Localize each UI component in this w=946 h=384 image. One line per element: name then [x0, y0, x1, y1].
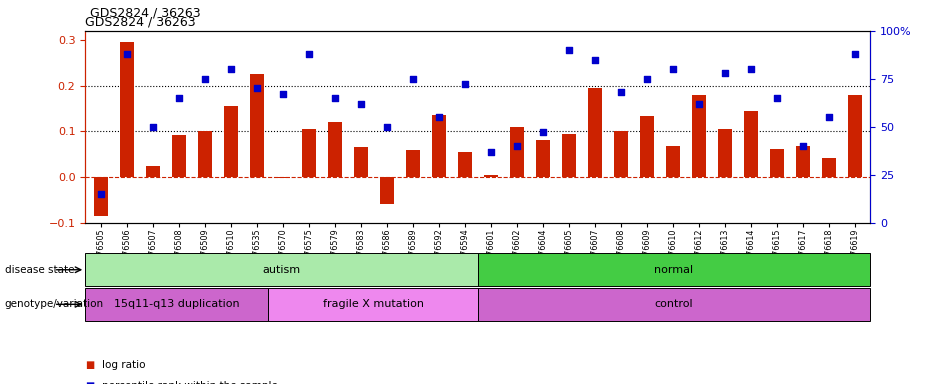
- Text: log ratio: log ratio: [102, 360, 146, 370]
- Point: [717, 70, 732, 76]
- Bar: [406, 150, 420, 177]
- Text: GDS2824 / 36263: GDS2824 / 36263: [90, 6, 201, 19]
- Point: [145, 124, 160, 130]
- Point: [249, 85, 264, 91]
- Bar: [223, 106, 237, 177]
- Bar: [744, 111, 758, 177]
- Text: autism: autism: [262, 265, 301, 275]
- Bar: [250, 74, 264, 177]
- Bar: [614, 131, 628, 177]
- Bar: [535, 139, 550, 177]
- Bar: [269, 288, 478, 321]
- Point: [223, 66, 238, 72]
- Text: disease state: disease state: [5, 265, 74, 275]
- Bar: [510, 127, 524, 177]
- Point: [821, 114, 836, 120]
- Bar: [483, 175, 498, 177]
- Point: [561, 47, 576, 53]
- Bar: [171, 135, 185, 177]
- Point: [535, 129, 551, 136]
- Bar: [666, 146, 680, 177]
- Bar: [821, 158, 836, 177]
- Bar: [796, 146, 810, 177]
- Point: [613, 89, 628, 95]
- Point: [353, 101, 368, 107]
- Bar: [848, 95, 862, 177]
- Bar: [431, 115, 446, 177]
- Point: [405, 76, 420, 82]
- Bar: [478, 288, 870, 321]
- Point: [639, 76, 655, 82]
- Bar: [119, 42, 134, 177]
- Bar: [379, 177, 394, 204]
- Text: normal: normal: [655, 265, 693, 275]
- Bar: [458, 152, 472, 177]
- Bar: [327, 122, 342, 177]
- Bar: [587, 88, 602, 177]
- Bar: [302, 129, 316, 177]
- Bar: [198, 131, 212, 177]
- Point: [848, 51, 863, 57]
- Text: genotype/variation: genotype/variation: [5, 299, 104, 310]
- Bar: [770, 149, 784, 177]
- Point: [301, 51, 316, 57]
- Bar: [85, 288, 269, 321]
- Bar: [562, 134, 576, 177]
- Text: percentile rank within the sample: percentile rank within the sample: [102, 381, 278, 384]
- Point: [483, 149, 499, 155]
- Text: control: control: [655, 299, 693, 310]
- Point: [379, 124, 394, 130]
- Point: [431, 114, 447, 120]
- Point: [692, 101, 707, 107]
- Bar: [85, 253, 478, 286]
- Point: [769, 95, 784, 101]
- Point: [665, 66, 680, 72]
- Bar: [94, 177, 108, 216]
- Point: [744, 66, 759, 72]
- Text: GDS2824 / 36263: GDS2824 / 36263: [85, 15, 196, 28]
- Point: [327, 95, 342, 101]
- Text: fragile X mutation: fragile X mutation: [323, 299, 424, 310]
- Bar: [146, 166, 160, 177]
- Bar: [718, 129, 732, 177]
- Point: [197, 76, 212, 82]
- Point: [275, 91, 290, 97]
- Point: [171, 95, 186, 101]
- Bar: [275, 177, 289, 178]
- Bar: [639, 116, 654, 177]
- Point: [587, 56, 603, 63]
- Text: ■: ■: [85, 360, 95, 370]
- Bar: [478, 253, 870, 286]
- Point: [796, 143, 811, 149]
- Point: [119, 51, 134, 57]
- Text: ■: ■: [85, 381, 95, 384]
- Bar: [692, 95, 706, 177]
- Point: [93, 191, 108, 197]
- Bar: [354, 147, 368, 177]
- Point: [457, 81, 472, 88]
- Text: 15q11-q13 duplication: 15q11-q13 duplication: [114, 299, 239, 310]
- Point: [509, 143, 524, 149]
